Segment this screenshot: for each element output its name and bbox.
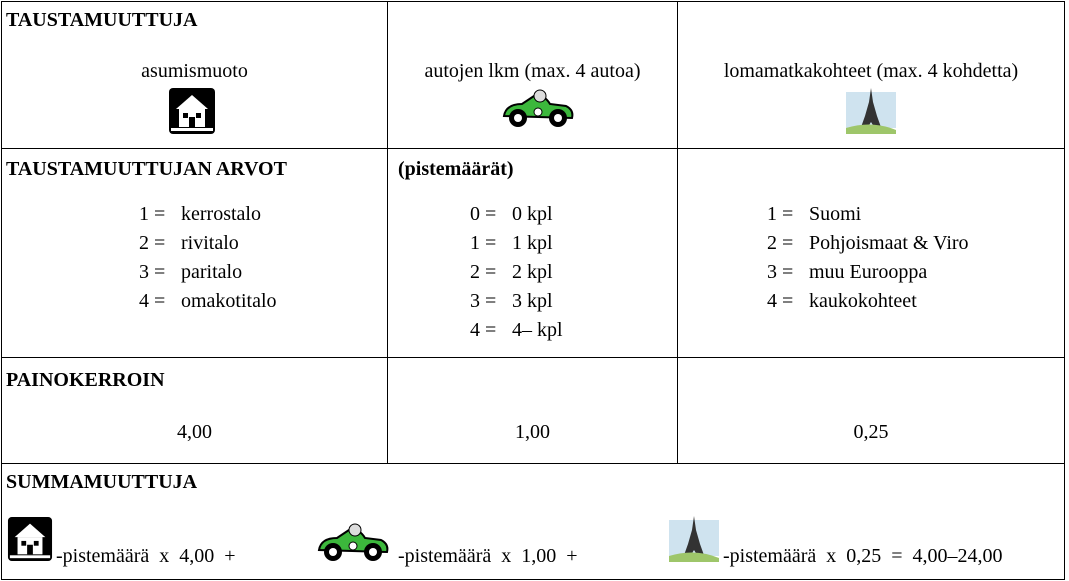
value-code: 4 =	[470, 319, 497, 341]
value-code: 2 =	[767, 232, 794, 254]
value-code: 3 =	[139, 261, 166, 283]
column-header: lomamatkakohteet (max. 4 kohdetta)	[723, 60, 1019, 82]
value-label: 1 kpl	[512, 232, 553, 254]
value-code: 1 =	[470, 232, 497, 254]
house-icon	[7, 516, 53, 562]
car-icon	[502, 89, 574, 127]
value-label: 4– kpl	[512, 319, 563, 341]
car-icon	[317, 523, 389, 561]
cell	[677, 357, 1065, 464]
value-label: kaukokohteet	[809, 290, 917, 312]
value-label: 3 kpl	[512, 290, 553, 312]
value-label: 0 kpl	[512, 203, 553, 225]
value-label: Suomi	[809, 203, 862, 225]
formula-part: -pistemäärä x 0,25 = 4,00–24,00	[723, 545, 1003, 567]
value-code: 1 =	[139, 203, 166, 225]
formula-part: -pistemäärä x 1,00 +	[398, 545, 578, 567]
eiffel-icon	[846, 88, 896, 134]
cell	[1, 463, 1065, 580]
value-code: 4 =	[139, 290, 166, 312]
eiffel-icon	[669, 516, 719, 562]
column-header: autojen lkm (max. 4 autoa)	[424, 60, 641, 82]
value-code: 2 =	[470, 261, 497, 283]
value-code: 2 =	[139, 232, 166, 254]
weight: 0,25	[853, 421, 889, 443]
value-label: rivitalo	[181, 232, 239, 254]
value-label: 2 kpl	[512, 261, 553, 283]
weight: 4,00	[177, 421, 212, 443]
value-code: 0 =	[470, 203, 497, 225]
cell	[387, 357, 678, 464]
value-code: 3 =	[470, 290, 497, 312]
weight: 1,00	[515, 421, 550, 443]
value-code: 1 =	[767, 203, 794, 225]
section-title: PAINOKERROIN	[6, 369, 165, 391]
value-label: omakotitalo	[181, 290, 277, 312]
section-title: TAUSTAMUUTTUJA	[6, 9, 198, 31]
section-title: SUMMAMUUTTUJA	[6, 471, 198, 493]
value-code: 4 =	[767, 290, 794, 312]
value-label: muu Eurooppa	[809, 261, 928, 283]
value-code: 3 =	[767, 261, 794, 283]
formula-part: -pistemäärä x 4,00 +	[56, 545, 236, 567]
section-title: TAUSTAMUUTTUJAN ARVOT	[6, 158, 287, 180]
house-icon	[169, 88, 215, 134]
value-label: kerrostalo	[181, 203, 261, 225]
column-header: asumismuoto	[141, 60, 248, 82]
section-subtitle: (pistemäärät)	[398, 158, 514, 180]
value-label: paritalo	[181, 261, 243, 283]
value-label: Pohjoismaat & Viro	[809, 232, 969, 254]
